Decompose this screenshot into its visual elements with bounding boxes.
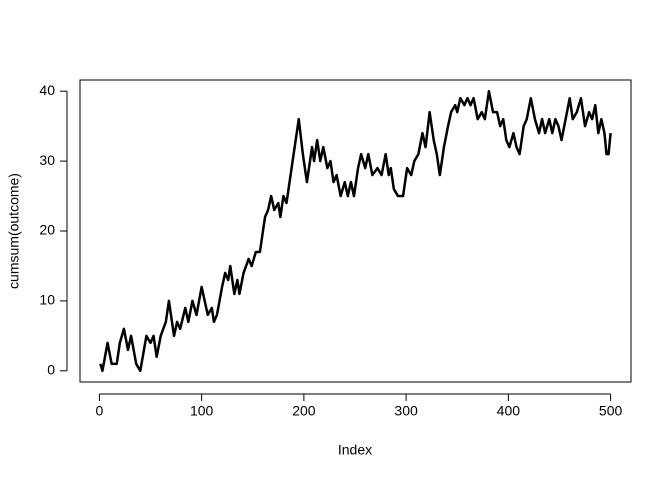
x-tick-label: 200 <box>292 403 316 419</box>
x-tick-label: 100 <box>190 403 214 419</box>
y-axis-title: cumsum(outcome) <box>6 173 22 289</box>
y-tick-label: 0 <box>47 362 55 378</box>
plot-box <box>79 79 632 383</box>
y-tick-label: 30 <box>39 152 55 168</box>
x-tick-label: 300 <box>394 403 418 419</box>
x-tick-label: 0 <box>95 403 103 419</box>
x-axis-title: Index <box>338 442 372 458</box>
x-tick-label: 400 <box>497 403 521 419</box>
y-tick-label: 10 <box>39 292 55 308</box>
y-tick-label: 40 <box>39 82 55 98</box>
data-line <box>99 89 612 373</box>
y-tick-label: 20 <box>39 222 55 238</box>
x-tick-label: 500 <box>599 403 623 419</box>
